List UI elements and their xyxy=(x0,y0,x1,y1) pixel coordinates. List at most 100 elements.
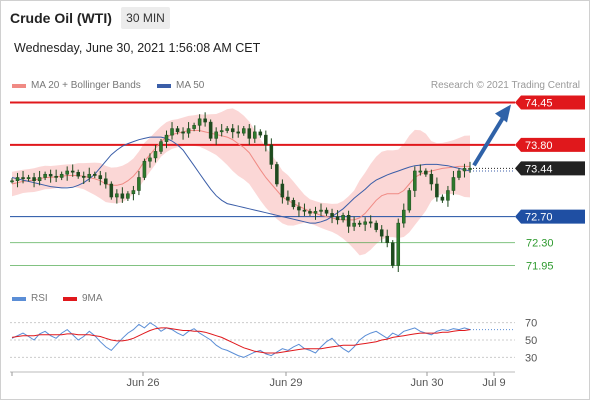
candle xyxy=(175,125,180,135)
candle xyxy=(164,130,169,149)
candle xyxy=(302,203,307,216)
candle-body xyxy=(258,131,263,136)
candle xyxy=(457,168,461,181)
candle-body xyxy=(418,170,423,173)
candle-body xyxy=(407,190,412,211)
x-tick-label: Jun 26 xyxy=(126,377,159,389)
level-tag-73.44 xyxy=(515,161,585,176)
candle-body xyxy=(457,170,461,178)
candle-body xyxy=(153,151,158,159)
candle xyxy=(363,217,367,231)
candle-body xyxy=(70,170,75,173)
candle-body xyxy=(104,178,108,185)
candle-body xyxy=(203,118,207,123)
candle xyxy=(15,172,20,188)
candle-body xyxy=(93,173,97,176)
candle-body xyxy=(126,193,130,199)
candle xyxy=(230,124,235,139)
candle xyxy=(241,125,246,136)
rsi-tick-70: 70 xyxy=(525,318,537,330)
candle-body xyxy=(241,128,246,134)
candle xyxy=(324,207,329,216)
candle xyxy=(104,172,108,189)
candle-body xyxy=(230,128,235,133)
candle xyxy=(115,189,119,204)
candle xyxy=(87,167,92,183)
candle-body xyxy=(65,170,69,175)
candle xyxy=(357,220,362,228)
candle-body xyxy=(413,170,417,191)
candle xyxy=(390,240,395,269)
candle xyxy=(297,202,301,217)
level-label-73.44: 73.44 xyxy=(525,163,553,175)
candle xyxy=(21,170,25,184)
candle xyxy=(197,114,202,132)
level-label-72.30: 72.30 xyxy=(526,238,554,250)
candle xyxy=(379,225,384,243)
candle-body xyxy=(424,170,428,175)
candle xyxy=(109,181,114,200)
legend-rsi-label: RSI xyxy=(31,293,48,304)
candle xyxy=(203,112,207,127)
candle xyxy=(59,171,64,181)
legend-ma20-label: MA 20 + Bollinger Bands xyxy=(31,80,141,91)
candle-body xyxy=(291,200,296,208)
candle-body xyxy=(341,215,345,221)
candle xyxy=(126,191,130,201)
candle-body xyxy=(324,209,329,214)
candle xyxy=(93,171,97,179)
candle-body xyxy=(346,215,351,227)
candle-body xyxy=(164,134,169,142)
level-label-74.45: 74.45 xyxy=(525,98,553,110)
candle xyxy=(214,127,218,145)
candle xyxy=(335,210,340,225)
candle-body xyxy=(148,157,152,162)
timestamp: Wednesday, June 30, 2021 1:56:08 AM CET xyxy=(14,41,261,55)
candle xyxy=(26,174,31,182)
candle xyxy=(98,170,103,186)
legend-ma20: MA 20 + Bollinger Bands xyxy=(12,80,141,91)
candle xyxy=(280,179,285,204)
candle-body xyxy=(297,206,301,211)
candle xyxy=(48,169,53,183)
candle-body xyxy=(429,173,434,185)
candle-body xyxy=(286,196,290,201)
candle-body xyxy=(269,144,274,165)
candle-body xyxy=(379,229,384,237)
candle xyxy=(54,169,58,183)
candle-body xyxy=(98,175,103,180)
candle-body xyxy=(214,131,218,139)
candle xyxy=(462,163,467,178)
candle-body xyxy=(374,222,378,230)
candle xyxy=(81,171,86,184)
candle xyxy=(424,168,428,177)
candle-body xyxy=(275,164,279,185)
candle xyxy=(131,185,136,201)
level-label-73.80: 73.80 xyxy=(525,140,553,152)
candle xyxy=(286,190,290,205)
candle xyxy=(159,139,163,155)
candle-body xyxy=(225,128,229,131)
rsi-swatch xyxy=(12,296,26,301)
candle-body xyxy=(32,177,36,181)
candle xyxy=(346,210,351,233)
legend-9ma-label: 9MA xyxy=(82,293,103,304)
candle-body xyxy=(115,193,119,198)
candle-body xyxy=(54,175,58,178)
candle xyxy=(142,158,147,181)
candle xyxy=(440,194,445,203)
candle xyxy=(446,185,450,207)
candle xyxy=(291,197,296,210)
rsi-line xyxy=(11,322,471,358)
candle xyxy=(319,203,323,216)
candle-body xyxy=(170,128,174,136)
x-tick-label: Jun 30 xyxy=(410,377,443,389)
candle-body xyxy=(15,177,20,181)
candle-body xyxy=(219,130,224,133)
candle-body xyxy=(402,209,406,224)
rsi-9ma-line xyxy=(11,327,471,354)
candle xyxy=(247,124,252,145)
candle xyxy=(418,164,423,176)
timeframe-badge[interactable]: 30 MIN xyxy=(121,7,170,29)
